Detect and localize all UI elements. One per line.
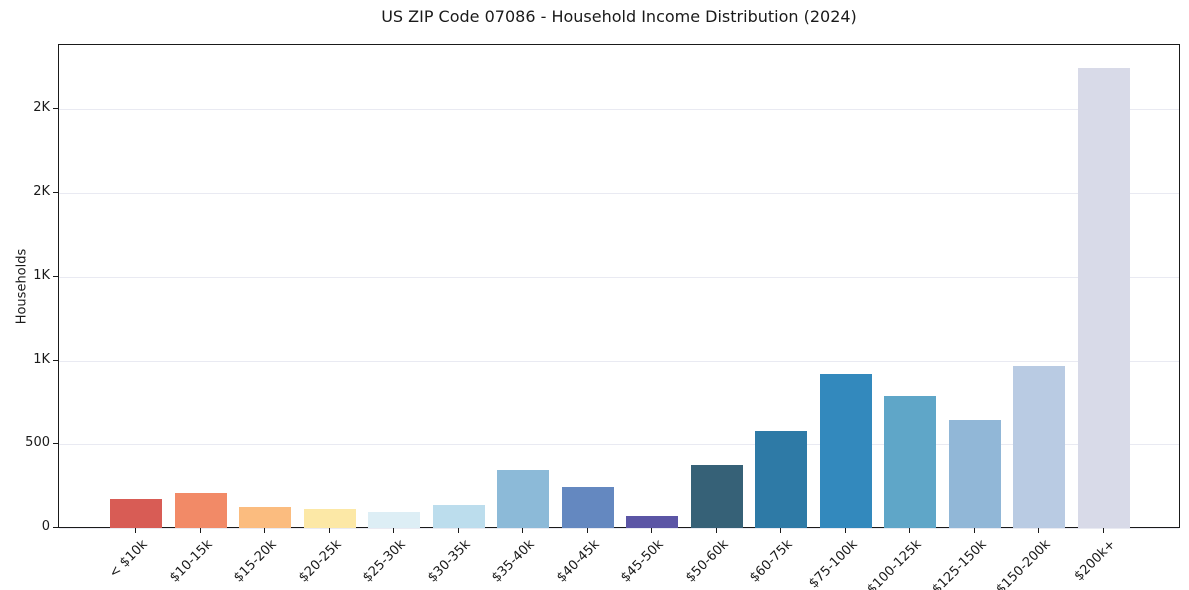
x-tick-mark bbox=[973, 528, 975, 533]
bar-75-100k bbox=[819, 373, 872, 528]
x-tick-mark bbox=[651, 528, 653, 533]
bar-10-15k bbox=[174, 492, 227, 528]
x-tick-label: $200k+ bbox=[1071, 537, 1119, 585]
bar-20-25k bbox=[303, 508, 356, 528]
bar-100-125k bbox=[884, 395, 937, 528]
x-tick-label: $50-60k bbox=[682, 537, 732, 586]
x-tick-label: $20-25k bbox=[295, 537, 345, 586]
x-tick-label: $15-20k bbox=[231, 537, 280, 586]
x-tick-mark bbox=[715, 528, 717, 533]
bar-25-30k bbox=[368, 511, 421, 528]
gridline bbox=[59, 193, 1179, 195]
chart-title: US ZIP Code 07086 - Household Income Dis… bbox=[381, 7, 857, 26]
x-tick-mark bbox=[328, 528, 330, 533]
bar-15-20k bbox=[239, 506, 292, 528]
x-tick-mark bbox=[586, 528, 588, 533]
y-tick-mark bbox=[53, 275, 58, 277]
y-tick-label: 2K bbox=[33, 184, 50, 200]
x-tick-label: $100-125k bbox=[864, 537, 925, 590]
gridline bbox=[59, 109, 1179, 111]
x-tick-mark bbox=[264, 528, 266, 533]
y-tick-label: 500 bbox=[25, 435, 50, 451]
x-tick-mark bbox=[909, 528, 911, 533]
bar-150-200k bbox=[1013, 366, 1066, 528]
x-tick-label: $125-150k bbox=[929, 537, 990, 590]
gridline bbox=[59, 276, 1179, 278]
x-tick-mark bbox=[135, 528, 136, 533]
y-axis-label: Households bbox=[14, 248, 30, 325]
x-tick-label: $10-15k bbox=[166, 537, 216, 586]
bar-40-45k bbox=[561, 486, 614, 528]
gridline bbox=[59, 360, 1179, 362]
x-tick-mark bbox=[1102, 528, 1104, 533]
x-tick-mark bbox=[199, 528, 201, 533]
x-tick-mark bbox=[1038, 528, 1040, 533]
bar-125-150k bbox=[948, 420, 1001, 528]
bar-60-75k bbox=[755, 430, 808, 528]
bar-50-60k bbox=[690, 464, 743, 528]
y-tick-mark bbox=[53, 527, 58, 528]
x-tick-label: $60-75k bbox=[747, 537, 796, 586]
x-tick-label: $35-40k bbox=[489, 537, 538, 586]
x-tick-mark bbox=[522, 528, 524, 533]
y-tick-mark bbox=[53, 443, 58, 445]
x-tick-label: $30-35k bbox=[424, 537, 474, 586]
x-tick-label: $75-100k bbox=[806, 537, 861, 590]
x-tick-label: $45-50k bbox=[618, 537, 667, 586]
plot-area bbox=[58, 44, 1180, 529]
bar-30-35k bbox=[432, 504, 485, 528]
y-tick-label: 0 bbox=[41, 519, 50, 534]
x-tick-mark bbox=[844, 528, 846, 533]
bar-45-50k bbox=[626, 516, 679, 528]
y-tick-mark bbox=[53, 192, 58, 194]
gridline bbox=[59, 444, 1179, 446]
bar-35-40k bbox=[497, 470, 550, 528]
x-tick-label: < $10k bbox=[106, 537, 151, 582]
bar-10k bbox=[110, 499, 162, 528]
x-tick-mark bbox=[457, 528, 459, 533]
gridline bbox=[59, 528, 1179, 529]
y-tick-label: 2K bbox=[33, 100, 50, 116]
bar-200k bbox=[1077, 68, 1130, 528]
x-tick-label: $40-45k bbox=[553, 537, 603, 586]
y-tick-label: 1K bbox=[33, 267, 50, 283]
x-tick-label: $25-30k bbox=[360, 537, 409, 586]
x-tick-label: $150-200k bbox=[993, 537, 1055, 590]
y-tick-label: 1K bbox=[33, 351, 50, 367]
x-tick-mark bbox=[780, 528, 782, 533]
y-tick-mark bbox=[53, 108, 58, 110]
y-tick-mark bbox=[53, 359, 58, 361]
x-tick-mark bbox=[393, 528, 395, 533]
